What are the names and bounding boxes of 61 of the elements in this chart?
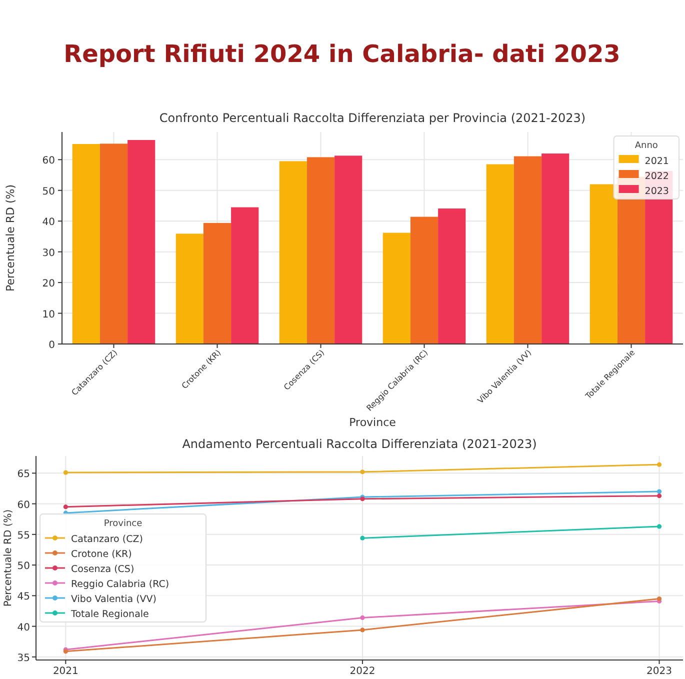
legend-label: 2023 bbox=[644, 186, 669, 197]
bar bbox=[514, 156, 542, 344]
y-tick-label: 50 bbox=[17, 561, 30, 572]
point bbox=[656, 596, 662, 602]
bar bbox=[542, 154, 570, 344]
y-tick-label: 0 bbox=[48, 340, 55, 351]
y-axis-title: Percentuale RD (%) bbox=[4, 184, 17, 292]
bar bbox=[486, 164, 514, 344]
legend-title: Anno bbox=[634, 141, 658, 151]
legend-label: Cosenza (CS) bbox=[71, 564, 134, 575]
point bbox=[360, 536, 365, 540]
legend-label: Catanzaro (CZ) bbox=[71, 534, 143, 545]
y-tick-label: 45 bbox=[17, 592, 30, 603]
x-tick-label: 2021 bbox=[52, 666, 78, 677]
legend-title: Province bbox=[104, 519, 143, 529]
y-tick-label: 10 bbox=[42, 309, 55, 320]
y-tick-label: 55 bbox=[17, 530, 30, 542]
y-tick-label: 35 bbox=[17, 652, 30, 664]
y-tick-label: 65 bbox=[17, 469, 30, 480]
y-tick-label: 60 bbox=[42, 156, 55, 167]
point bbox=[656, 494, 662, 498]
bar bbox=[231, 207, 259, 344]
bar bbox=[382, 232, 410, 344]
chart-title: Report Rifiuti 2024 in Calabria- dati 2023 bbox=[64, 40, 620, 68]
bar bbox=[334, 156, 362, 344]
bar bbox=[306, 157, 335, 344]
point bbox=[360, 615, 365, 620]
bar bbox=[176, 234, 204, 344]
legend-label: 2022 bbox=[644, 171, 669, 182]
x-axis-title: Province bbox=[349, 416, 396, 429]
bar bbox=[410, 216, 438, 344]
y-tick-label: 20 bbox=[42, 278, 55, 290]
bar bbox=[72, 144, 100, 344]
point bbox=[656, 524, 662, 529]
chart-title: Andamento Percentuali Raccolta Differenziata (2021-2023) bbox=[182, 437, 537, 451]
y-tick-label: 60 bbox=[17, 500, 30, 511]
bar bbox=[128, 140, 156, 344]
y-tick-label: 50 bbox=[42, 186, 55, 198]
legend-label: Crotone (KR) bbox=[71, 549, 132, 560]
point bbox=[656, 462, 662, 467]
point bbox=[63, 504, 68, 510]
bar bbox=[100, 144, 128, 344]
chart-subtitle: Confronto Percentuali Raccolta Differenziata per Provincia (2021-2023) bbox=[159, 111, 586, 125]
x-tick-label: 2022 bbox=[350, 666, 376, 677]
point bbox=[360, 470, 365, 474]
legend-label: 2021 bbox=[644, 156, 669, 167]
point bbox=[656, 489, 662, 494]
bar bbox=[279, 161, 307, 344]
legend-label: Vibo Valentia (VV) bbox=[71, 594, 156, 605]
bar bbox=[590, 184, 618, 344]
point bbox=[360, 628, 365, 632]
y-tick-label: 30 bbox=[42, 248, 55, 259]
y-tick-label: 40 bbox=[42, 217, 55, 228]
point bbox=[63, 470, 68, 475]
y-tick-label: 40 bbox=[17, 622, 30, 634]
bar bbox=[203, 222, 232, 344]
y-axis-title: Percentuale RD (%) bbox=[3, 509, 14, 607]
legend-label: Reggio Calabria (RC) bbox=[71, 579, 170, 590]
x-tick-label: 2023 bbox=[646, 666, 672, 677]
bar bbox=[438, 208, 466, 344]
legend-label: Totale Regionale bbox=[70, 609, 150, 620]
